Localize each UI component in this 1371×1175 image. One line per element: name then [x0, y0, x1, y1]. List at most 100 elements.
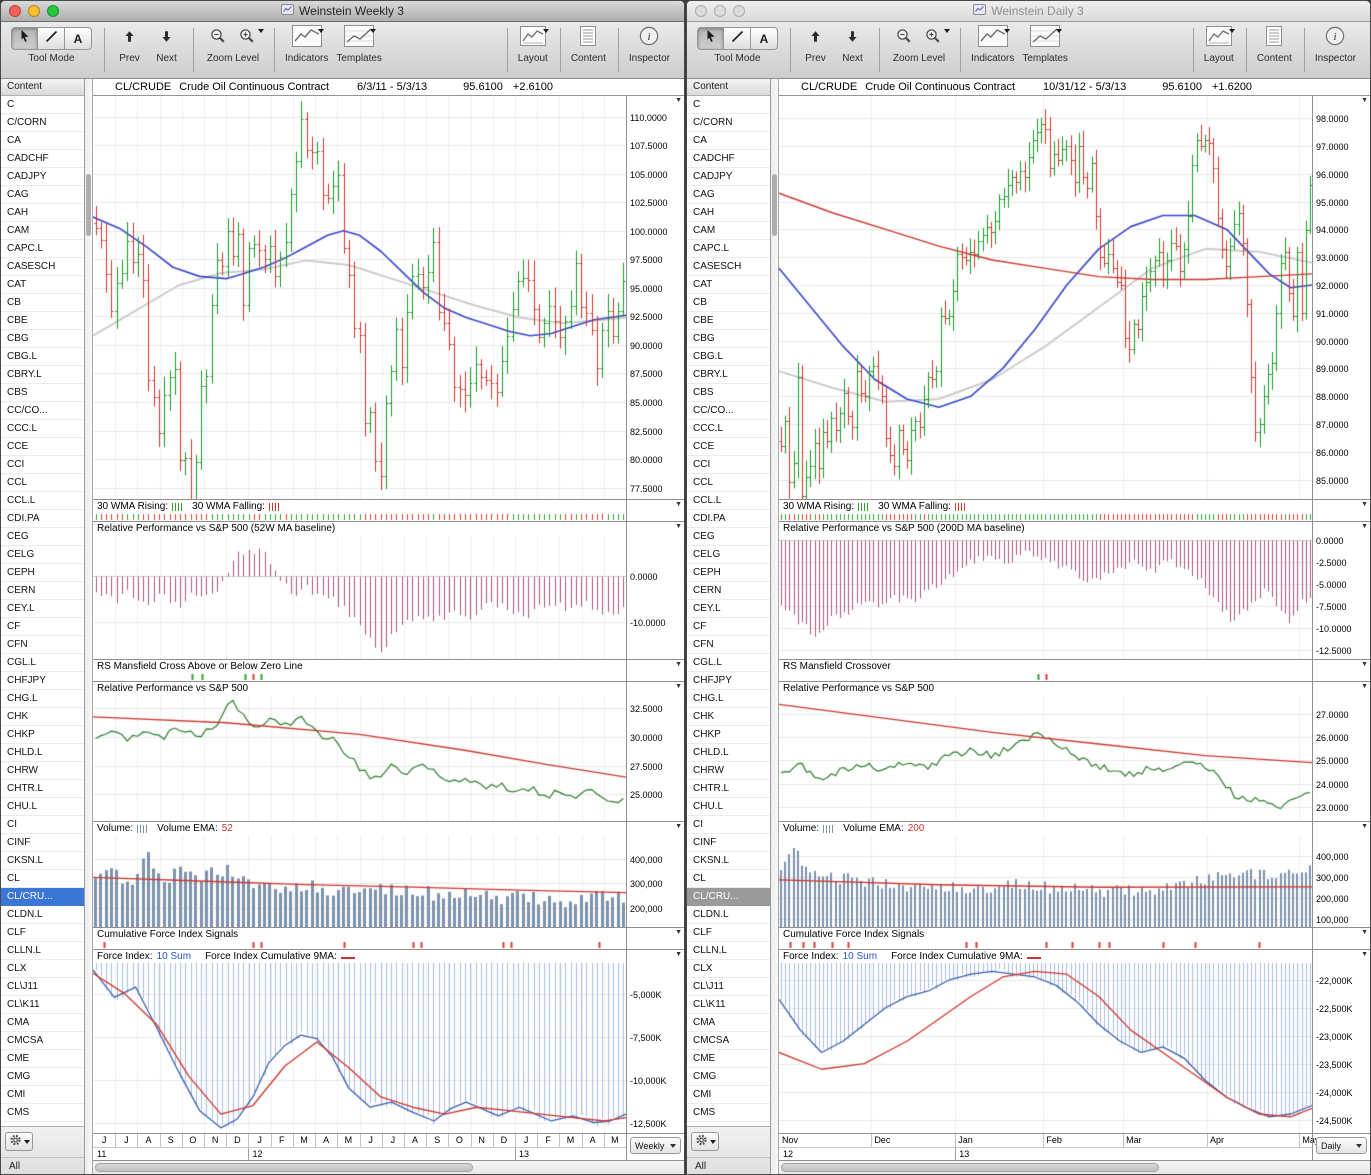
sidebar-item-cag[interactable]: CAG [687, 186, 770, 204]
layout-button[interactable] [518, 26, 550, 50]
sidebar-item-ceph[interactable]: CEPH [1, 564, 84, 582]
pane-disclosure-icon[interactable]: ▼ [1361, 523, 1368, 530]
sidebar-item-cbry-l[interactable]: CBRY.L [1, 366, 84, 384]
sidebar-item-cey-l[interactable]: CEY.L [1, 600, 84, 618]
tool-text-button[interactable]: A [751, 27, 778, 50]
sidebar-item-ca[interactable]: CA [687, 132, 770, 150]
layout-button[interactable] [1204, 26, 1236, 50]
sidebar-item-cksn-l[interactable]: CKSN.L [687, 852, 770, 870]
wma-signal-chart[interactable] [93, 513, 626, 521]
rel-perf-line-chart[interactable] [93, 695, 626, 821]
sidebar-item-c[interactable]: C [1, 96, 84, 114]
sidebar-item-cma[interactable]: CMA [1, 1014, 84, 1032]
rel-perf-hist-chart[interactable] [93, 535, 626, 659]
pane-disclosure-icon[interactable]: ▼ [1361, 683, 1368, 690]
sidebar-item-cci[interactable]: CCI [1, 456, 84, 474]
sidebar-item-ceph[interactable]: CEPH [687, 564, 770, 582]
sidebar-item-c-corn[interactable]: C/CORN [687, 114, 770, 132]
zoom-window-button[interactable] [733, 5, 745, 17]
sidebar-item-casesch[interactable]: CASESCH [1, 258, 84, 276]
sidebar-item-ceg[interactable]: CEG [1, 528, 84, 546]
sidebar-item-casesch[interactable]: CASESCH [687, 258, 770, 276]
scrollbar-thumb[interactable] [772, 174, 777, 236]
rel-perf-line-chart[interactable] [779, 695, 1312, 821]
sidebar-item-c-corn[interactable]: C/CORN [1, 114, 84, 132]
sidebar-item-cbs[interactable]: CBS [1, 384, 84, 402]
mansfield-chart[interactable] [779, 673, 1312, 681]
sidebar-action-button[interactable] [691, 1132, 719, 1151]
sidebar-item-cl-j11[interactable]: CL\J11 [1, 978, 84, 996]
sidebar-item-cbs[interactable]: CBS [687, 384, 770, 402]
sidebar-item-cadchf[interactable]: CADCHF [1, 150, 84, 168]
symbol-list[interactable]: C C/CORN CA CADCHF CADJPY CAG CAH CAM CAPC.L CASE… [1, 96, 84, 1126]
pane-disclosure-icon[interactable]: ▼ [675, 97, 682, 104]
sidebar-item-cinf[interactable]: CINF [687, 834, 770, 852]
sidebar-item-cdi-pa[interactable]: CDI.PA [1, 510, 84, 528]
sidebar-item-chld-l[interactable]: CHLD.L [687, 744, 770, 762]
sidebar-item-cl-k11[interactable]: CL\K11 [687, 996, 770, 1014]
sidebar-item-capc-l[interactable]: CAPC.L [1, 240, 84, 258]
sidebar-item-cf[interactable]: CF [687, 618, 770, 636]
sidebar-item-chtr-l[interactable]: CHTR.L [687, 780, 770, 798]
prev-button[interactable] [801, 27, 830, 50]
pane-disclosure-icon[interactable]: ▼ [1361, 501, 1368, 508]
tool-line-button[interactable] [724, 27, 751, 50]
pane-disclosure-icon[interactable]: ▼ [675, 951, 682, 958]
cum-force-chart[interactable] [779, 941, 1312, 949]
horizontal-scrollbar[interactable] [93, 1161, 684, 1174]
sidebar-item-chk[interactable]: CHK [1, 708, 84, 726]
cum-force-chart[interactable] [93, 941, 626, 949]
sidebar-item-ccl[interactable]: CCL [1, 474, 84, 492]
sidebar-item-cmi[interactable]: CMI [687, 1086, 770, 1104]
sidebar-item-cmg[interactable]: CMG [687, 1068, 770, 1086]
sidebar-item-cgl-l[interactable]: CGL.L [687, 654, 770, 672]
sidebar-item-ceg[interactable]: CEG [687, 528, 770, 546]
sidebar-item-chfjpy[interactable]: CHFJPY [687, 672, 770, 690]
content-button[interactable] [574, 26, 603, 50]
sidebar-item-cadjpy[interactable]: CADJPY [687, 168, 770, 186]
pane-disclosure-icon[interactable]: ▼ [1361, 951, 1368, 958]
sidebar-item-clf[interactable]: CLF [687, 924, 770, 942]
sidebar-item-clf[interactable]: CLF [1, 924, 84, 942]
sidebar-item-cat[interactable]: CAT [687, 276, 770, 294]
close-button[interactable] [695, 5, 707, 17]
sidebar-item-cksn-l[interactable]: CKSN.L [1, 852, 84, 870]
sidebar-item-cma[interactable]: CMA [687, 1014, 770, 1032]
sidebar-item-cbg-l[interactable]: CBG.L [687, 348, 770, 366]
inspector-button[interactable]: i [1321, 26, 1350, 50]
sidebar-item-cfn[interactable]: CFN [1, 636, 84, 654]
sidebar-item-cdi-pa[interactable]: CDI.PA [687, 510, 770, 528]
sidebar-item-cms[interactable]: CMS [687, 1104, 770, 1122]
templates-button[interactable] [344, 25, 377, 50]
sidebar-item-clx[interactable]: CLX [1, 960, 84, 978]
sidebar-item-cam[interactable]: CAM [687, 222, 770, 240]
sidebar-item-chu-l[interactable]: CHU.L [1, 798, 84, 816]
sidebar-item-cadchf[interactable]: CADCHF [687, 150, 770, 168]
sidebar-item-cce[interactable]: CCE [1, 438, 84, 456]
sidebar-item-cb[interactable]: CB [687, 294, 770, 312]
pane-disclosure-icon[interactable]: ▼ [675, 501, 682, 508]
sidebar-item-ccc-l[interactable]: CCC.L [687, 420, 770, 438]
force-index-chart[interactable] [93, 963, 626, 1133]
sidebar-item-chkp[interactable]: CHKP [1, 726, 84, 744]
mansfield-chart[interactable] [93, 673, 626, 681]
timeframe-select[interactable]: Daily [1316, 1137, 1367, 1154]
sidebar-item-celg[interactable]: CELG [687, 546, 770, 564]
sidebar-item-cah[interactable]: CAH [687, 204, 770, 222]
sidebar-item-ccl-l[interactable]: CCL.L [1, 492, 84, 510]
symbol-list[interactable]: C C/CORN CA CADCHF CADJPY CAG CAH CAM CAPC.L CASE… [687, 96, 770, 1126]
rel-perf-hist-chart[interactable] [779, 535, 1312, 659]
pane-disclosure-icon[interactable]: ▼ [1361, 823, 1368, 830]
sidebar-scrollbar[interactable] [85, 79, 93, 1174]
price-chart[interactable] [93, 96, 626, 499]
sidebar-item-cc-co-[interactable]: CC/CO... [1, 402, 84, 420]
tool-line-button[interactable] [38, 27, 65, 50]
inspector-button[interactable]: i [635, 26, 664, 50]
sidebar-item-cern[interactable]: CERN [1, 582, 84, 600]
sidebar-item-chg-l[interactable]: CHG.L [687, 690, 770, 708]
sidebar-item-cci[interactable]: CCI [687, 456, 770, 474]
pane-disclosure-icon[interactable]: ▼ [1361, 929, 1368, 936]
templates-button[interactable] [1030, 25, 1063, 50]
sidebar-item-clln-l[interactable]: CLLN.L [687, 942, 770, 960]
pane-disclosure-icon[interactable]: ▼ [675, 929, 682, 936]
